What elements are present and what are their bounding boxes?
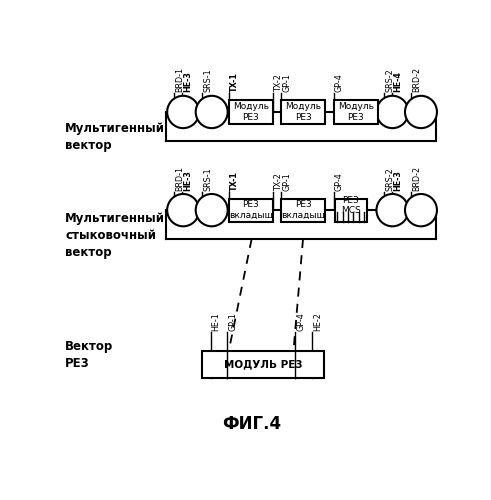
Circle shape: [196, 96, 228, 128]
Text: МОДУЛЬ РЕ3: МОДУЛЬ РЕ3: [224, 359, 302, 369]
Text: РЕ3
вкладыш: РЕ3 вкладыш: [229, 200, 273, 220]
Bar: [281, 100, 325, 124]
Circle shape: [196, 194, 228, 226]
Text: TX-1: TX-1: [230, 72, 239, 92]
Text: Модуль
РЕ3: Модуль РЕ3: [233, 102, 269, 122]
Text: BRD-1: BRD-1: [176, 166, 185, 190]
Text: GP-4: GP-4: [335, 172, 344, 191]
Text: HE-4: HE-4: [393, 72, 402, 92]
Text: BRD-2: BRD-2: [412, 166, 422, 190]
Text: TX-1: TX-1: [230, 170, 239, 190]
Text: SRS-2: SRS-2: [385, 167, 394, 190]
Circle shape: [405, 96, 437, 128]
Text: HE-1: HE-1: [212, 312, 220, 331]
Text: ФИГ.4: ФИГ.4: [222, 416, 281, 434]
Text: BRD-1: BRD-1: [176, 68, 185, 92]
Bar: [229, 198, 273, 222]
Text: Модуль
РЕ3: Модуль РЕ3: [285, 102, 321, 122]
Text: SRS-2: SRS-2: [385, 68, 394, 92]
Circle shape: [167, 194, 199, 226]
Text: TX-2: TX-2: [273, 172, 283, 190]
Text: GP-1: GP-1: [228, 312, 237, 331]
Text: HE-3: HE-3: [184, 72, 192, 92]
Text: GP-1: GP-1: [282, 74, 292, 92]
Text: РЕ3
MCS: РЕ3 MCS: [341, 196, 360, 215]
Text: GP-4: GP-4: [297, 312, 305, 331]
Text: GP-4: GP-4: [335, 74, 344, 92]
Circle shape: [167, 96, 199, 128]
Text: Мультигенный
стыковочный
вектор: Мультигенный стыковочный вектор: [65, 212, 165, 258]
Text: РЕ3
вкладыш: РЕ3 вкладыш: [281, 200, 325, 220]
Text: HE-3: HE-3: [184, 170, 192, 190]
Text: HE-2: HE-2: [313, 312, 322, 331]
Circle shape: [377, 194, 409, 226]
Bar: [229, 100, 273, 124]
Bar: [334, 198, 367, 222]
Text: BRD-2: BRD-2: [412, 67, 422, 92]
Text: SRS-1: SRS-1: [203, 167, 212, 190]
Text: GP-1: GP-1: [282, 172, 292, 191]
Text: Вектор
РЕ3: Вектор РЕ3: [65, 340, 113, 370]
Circle shape: [405, 194, 437, 226]
Bar: [202, 350, 324, 378]
Bar: [281, 198, 325, 222]
Text: SRS-1: SRS-1: [203, 68, 212, 92]
Text: HE-3: HE-3: [393, 170, 402, 190]
Text: Мультигенный
вектор: Мультигенный вектор: [65, 122, 165, 152]
Circle shape: [377, 96, 409, 128]
Bar: [334, 100, 378, 124]
Text: TX-2: TX-2: [273, 74, 283, 92]
Text: Модуль
РЕ3: Модуль РЕ3: [338, 102, 374, 122]
